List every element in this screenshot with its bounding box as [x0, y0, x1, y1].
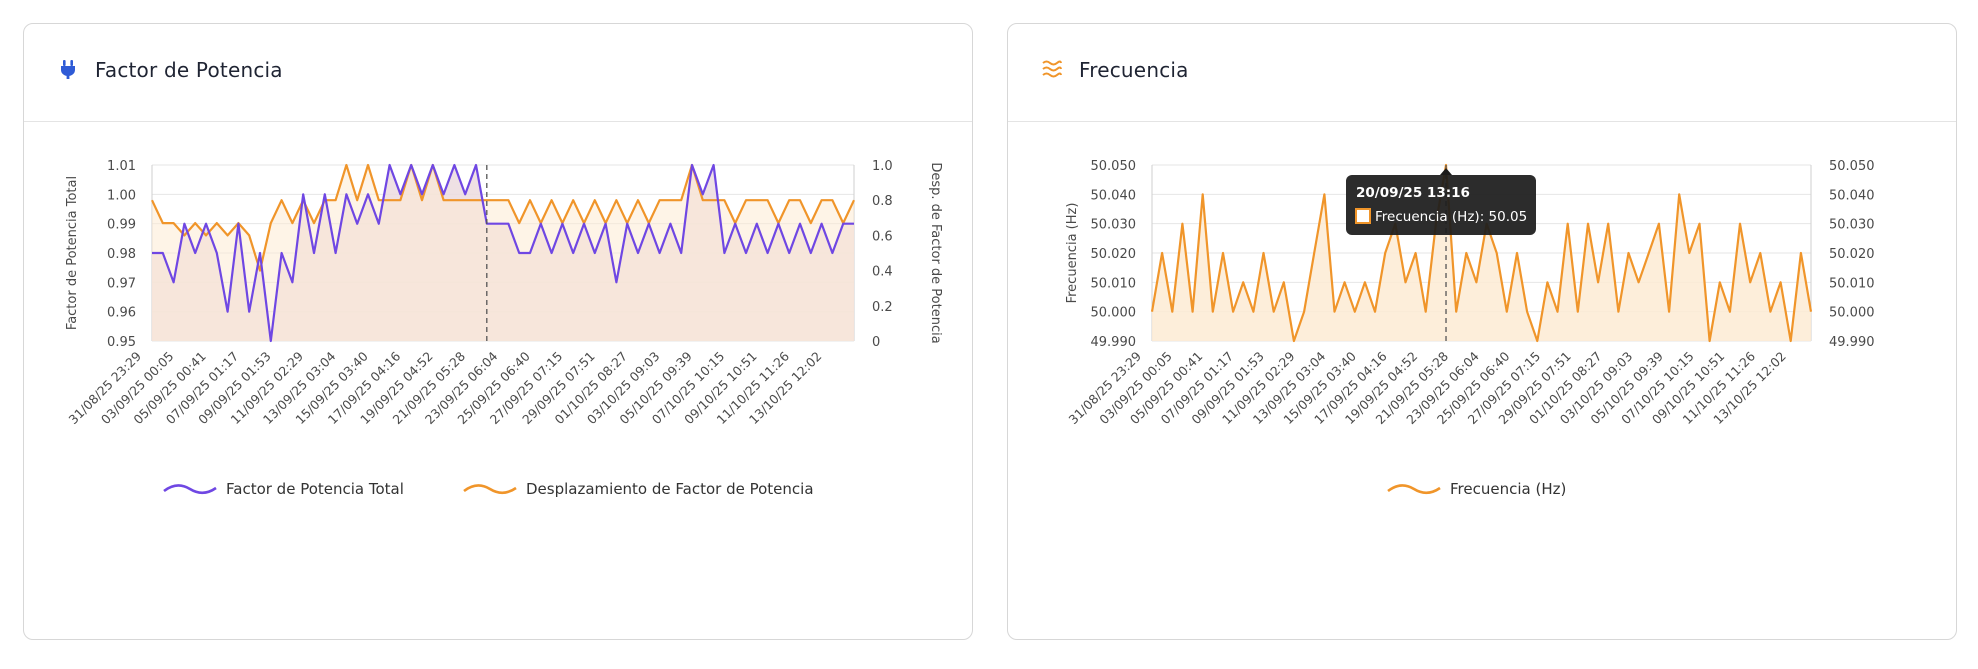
frequency-title: Frecuencia: [1079, 58, 1189, 82]
y2-tick-label: 50.010: [1829, 276, 1875, 291]
legend-label[interactable]: Desplazamiento de Factor de Potencia: [526, 480, 814, 498]
y-tick-label: 0.99: [107, 218, 136, 233]
y2-tick-label: 50.020: [1829, 247, 1875, 262]
legend-swatch[interactable]: [1387, 484, 1441, 495]
y-axis-title: Frecuencia (Hz): [1065, 203, 1080, 304]
legend-swatch[interactable]: [163, 484, 217, 495]
power-factor-title: Factor de Potencia: [95, 58, 283, 82]
tooltip-caret: [1440, 168, 1453, 175]
y2-tick-label: 50.050: [1829, 159, 1875, 174]
y-tick-label: 1.00: [107, 188, 136, 203]
series-line[interactable]: [152, 163, 854, 343]
legend-swatch[interactable]: [463, 484, 517, 495]
y-tick-label: 1.01: [107, 159, 136, 174]
y2-tick-label: 50.000: [1829, 306, 1875, 321]
series-line[interactable]: [1150, 163, 1813, 343]
y2-tick-label: 0.2: [872, 300, 893, 315]
legend-label[interactable]: Frecuencia (Hz): [1450, 480, 1566, 498]
y2-tick-label: 50.040: [1829, 188, 1875, 203]
tooltip-title: 20/09/25 13:16: [1356, 185, 1470, 201]
y-tick-label: 50.000: [1091, 306, 1137, 321]
y2-tick-label: 0.6: [872, 229, 893, 244]
legend-label[interactable]: Factor de Potencia Total: [226, 480, 404, 498]
y-tick-label: 50.010: [1091, 276, 1137, 291]
y-tick-label: 0.97: [107, 276, 136, 291]
tooltip-label: Frecuencia (Hz): 50.05: [1375, 209, 1527, 225]
y-tick-label: 49.990: [1091, 335, 1137, 350]
y2-tick-label: 50.030: [1829, 218, 1875, 233]
power-factor-card: Factor de Potencia 1.01 1.00 0.99 0.98 0.97 0…: [23, 23, 973, 640]
y-tick-label: 50.040: [1091, 188, 1137, 203]
y-axis-title: Factor de Potencia Total: [65, 176, 80, 330]
y-tick-label: 50.020: [1091, 247, 1137, 262]
waves-icon: [1042, 60, 1062, 78]
y2-tick-label: 0.4: [872, 265, 893, 280]
y-tick-label: 50.050: [1091, 159, 1137, 174]
frequency-chart[interactable]: 50.050 50.040 50.030 50.020 50.010 50.000 49.9…: [1008, 121, 1956, 639]
y-tick-label: 0.98: [107, 247, 136, 262]
y-tick-label: 0.96: [107, 306, 136, 321]
power-factor-header: Factor de Potencia: [24, 24, 972, 122]
y2-tick-label: 49.990: [1829, 335, 1875, 350]
y2-tick-label: 0: [872, 335, 880, 350]
y-tick-label: 50.030: [1091, 218, 1137, 233]
y2-axis-title: Desp. de Factor de Potencia: [928, 162, 943, 343]
plug-icon: [61, 60, 75, 79]
frequency-card: Frecuencia 50.050 50.040 50.030 50.020 50.01…: [1007, 23, 1957, 640]
tooltip-box: [1346, 175, 1536, 235]
y-tick-label: 0.95: [107, 335, 136, 350]
series-line[interactable]: [151, 163, 855, 272]
tooltip-swatch: [1355, 208, 1371, 224]
y2-tick-label: 1.0: [872, 159, 893, 174]
frequency-header: Frecuencia: [1008, 24, 1956, 122]
y2-tick-label: 0.8: [872, 194, 893, 209]
power-factor-chart[interactable]: 1.01 1.00 0.99 0.98 0.97 0.96 0.95 1.0 0.8 0.6 0.4…: [24, 121, 972, 639]
